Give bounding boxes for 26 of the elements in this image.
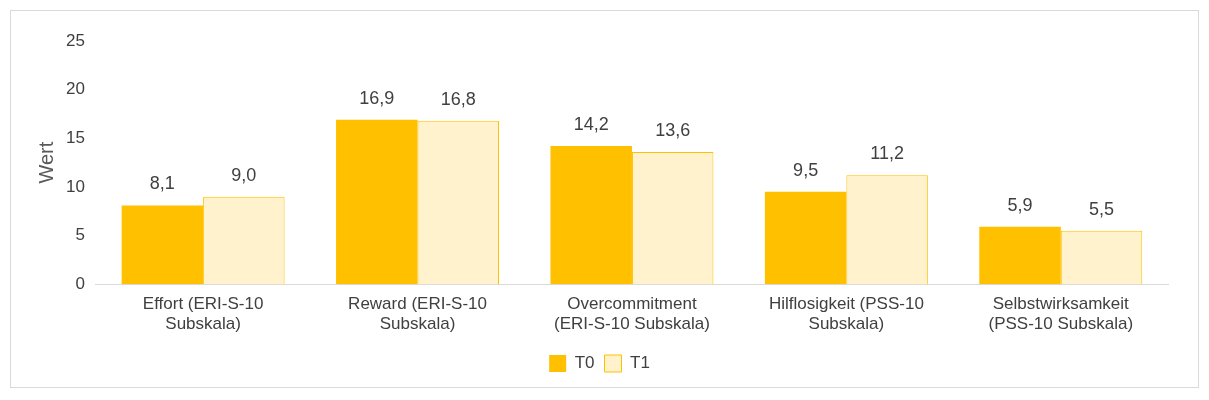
- data-label: 16,9: [359, 87, 395, 108]
- y-tick-label: 0: [75, 273, 85, 293]
- bar: [764, 191, 847, 285]
- y-tick-label: 5: [75, 225, 85, 245]
- legend-label: T0: [574, 353, 595, 373]
- y-axis-title: Wert: [34, 141, 57, 184]
- data-label: 5,5: [1089, 198, 1115, 219]
- data-label: 16,8: [440, 88, 476, 109]
- y-tick-label: 20: [65, 79, 85, 99]
- y-tick-label: 25: [65, 30, 85, 50]
- x-tick-label: Effort (ERI-S-10 Subskala): [142, 294, 264, 334]
- data-label: 5,9: [1007, 194, 1033, 215]
- y-tick-label: 10: [65, 176, 85, 196]
- data-label: 13,6: [655, 119, 691, 140]
- y-tick-label: 15: [65, 127, 85, 147]
- x-tick-label: Selbstwirksamkeit (PSS-10 Subskala): [988, 294, 1134, 334]
- x-tick-label: Overcommitment (ERI-S-10 Subskala): [554, 294, 710, 334]
- data-label: 9,5: [793, 159, 819, 180]
- data-label: 9,0: [231, 164, 257, 185]
- bar: [121, 205, 204, 285]
- data-label: 8,1: [149, 173, 175, 194]
- data-label: 14,2: [573, 114, 609, 135]
- data-label: 11,2: [870, 143, 904, 164]
- x-tick-label: Hilflosigkeit (PSS-10 Subskala): [768, 294, 924, 334]
- x-tick-label: Reward (ERI-S-10 Subskala): [348, 294, 487, 334]
- legend-label: T1: [630, 353, 650, 373]
